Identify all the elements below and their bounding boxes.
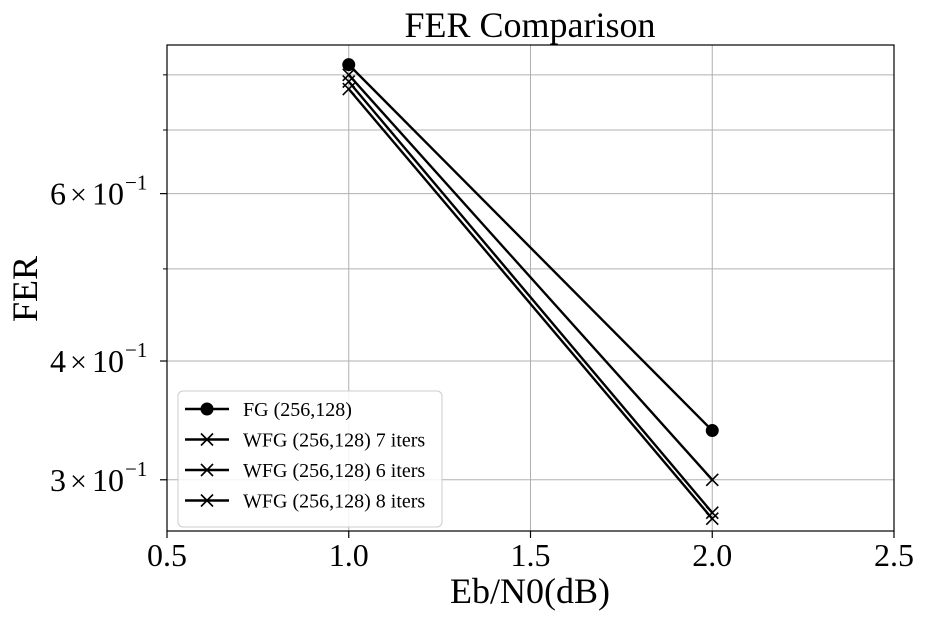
legend-marker: [200, 493, 214, 508]
legend-marker: [200, 402, 214, 416]
x-tick-label: 1.5: [511, 537, 551, 573]
data-series: [342, 58, 719, 526]
legend: FG (256,128) WFG (256,128) 7 iters WFG (25…: [177, 390, 443, 528]
x-tick-label: 1.0: [329, 537, 369, 573]
chart-title: FER Comparison: [404, 5, 655, 45]
y-tick-label: 4 × 10 −1: [50, 338, 147, 379]
y-tick-times-sign: ×: [70, 179, 87, 212]
y-tick-mantissa: 3: [50, 462, 66, 498]
x-tick-label: 0.5: [147, 537, 187, 573]
legend-entry: WFG (256,128) 7 iters: [185, 430, 425, 452]
y-tick-exponent: −1: [125, 171, 147, 195]
y-axis-label: FER: [5, 256, 45, 322]
data-point: [705, 473, 719, 487]
x-tick-label: 2.0: [692, 537, 732, 573]
axis-ticks: 0.5 1.0 1.5 2.0 2.53 × 10 −14 × 10 −16 × 10 −1: [50, 74, 914, 573]
data-point: [705, 512, 719, 526]
legend-label: FG (256,128): [243, 399, 352, 421]
legend-marker: [200, 432, 214, 447]
y-tick-mantissa: 6: [50, 176, 66, 212]
y-tick-base: 10: [92, 462, 124, 498]
x-tick-label: 2.5: [874, 537, 914, 573]
y-tick-mantissa: 4: [50, 343, 66, 379]
data-point: [342, 68, 356, 82]
legend-entry: WFG (256,128) 6 iters: [185, 460, 425, 482]
y-tick-label: 6 × 10 −1: [50, 171, 147, 212]
legend-label: WFG (256,128) 8 iters: [243, 491, 425, 513]
legend-label: WFG (256,128) 6 iters: [243, 460, 425, 482]
series-1: [342, 58, 719, 438]
series-4: [342, 82, 719, 526]
data-point: [342, 58, 356, 72]
series-line: [347, 63, 714, 432]
y-tick-times-sign: ×: [70, 346, 87, 379]
y-tick-label: 3 × 10 −1: [50, 457, 147, 498]
legend-label: WFG (256,128) 7 iters: [243, 430, 425, 452]
data-point: [705, 424, 719, 438]
y-tick-exponent: −1: [125, 338, 147, 362]
legend-marker: [200, 463, 214, 477]
series-line: [347, 74, 714, 481]
x-axis-label: Eb/N0(dB): [450, 571, 610, 611]
legend-entry: WFG (256,128) 8 iters: [185, 491, 425, 513]
y-tick-exponent: −1: [125, 457, 147, 481]
y-tick-base: 10: [92, 343, 124, 379]
series-2: [342, 68, 719, 487]
series-line: [347, 88, 714, 520]
plot-frame: [166, 44, 895, 532]
y-tick-times-sign: ×: [70, 465, 87, 498]
legend-entry: FG (256,128): [185, 399, 352, 421]
legend-box: [177, 390, 443, 528]
series-line: [347, 80, 714, 514]
data-point: [705, 506, 719, 520]
data-point: [342, 82, 356, 96]
y-tick-base: 10: [92, 176, 124, 212]
